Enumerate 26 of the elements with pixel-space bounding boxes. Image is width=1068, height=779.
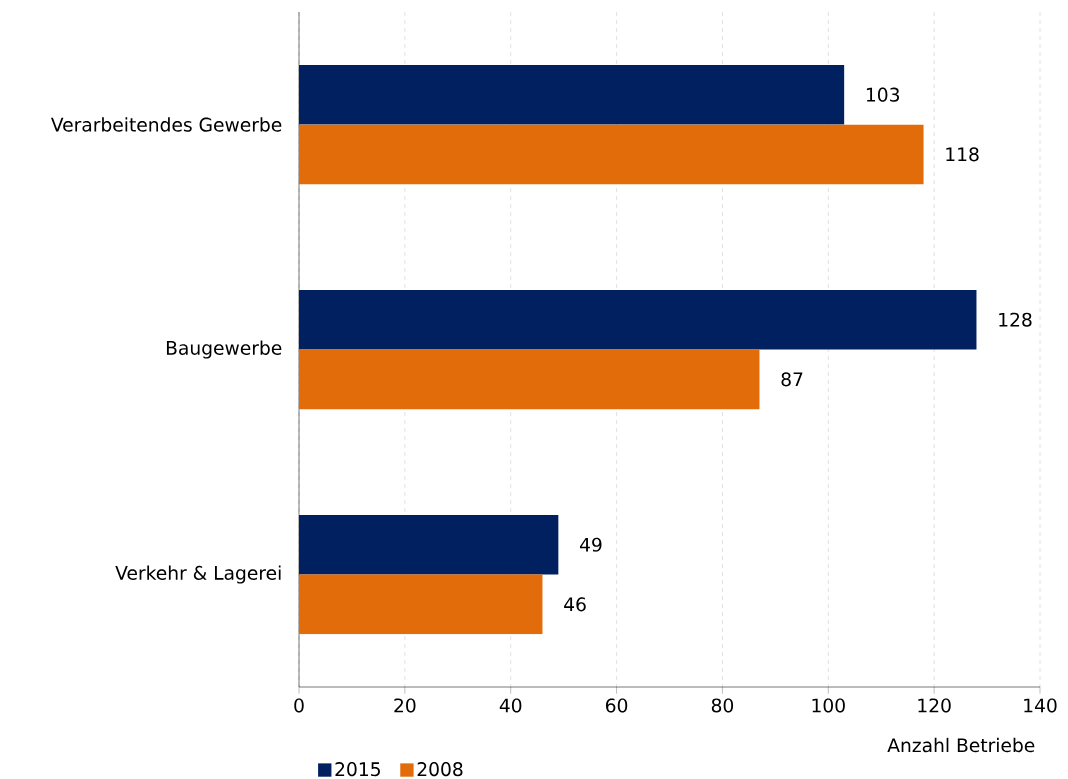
data-label: 46 bbox=[564, 597, 586, 612]
y-tick-label: Verarbeitendes Gewerbe bbox=[50, 117, 282, 132]
x-tick-label: 80 bbox=[711, 698, 734, 713]
data-label: 87 bbox=[781, 372, 803, 387]
x-tick-label: 60 bbox=[605, 698, 628, 713]
x-tick-label: 140 bbox=[1024, 698, 1057, 713]
legend-label: 2015 bbox=[335, 762, 380, 777]
y-tick-label: Baugewerbe bbox=[166, 340, 282, 359]
bar bbox=[299, 349, 760, 410]
x-tick-label: 120 bbox=[918, 698, 951, 713]
legend-label: 2008 bbox=[417, 762, 463, 777]
bar bbox=[299, 514, 559, 575]
x-tick-label: 40 bbox=[499, 698, 522, 713]
bar bbox=[299, 124, 924, 185]
x-tick-label: 100 bbox=[812, 698, 845, 713]
bar bbox=[299, 289, 977, 350]
y-tick-label: Verkehr & Lagerei bbox=[115, 565, 281, 584]
data-label: 49 bbox=[579, 537, 602, 552]
x-tick-label: 0 bbox=[294, 698, 304, 713]
bar bbox=[299, 574, 543, 635]
data-label: 103 bbox=[866, 87, 900, 102]
bar bbox=[299, 64, 845, 125]
x-tick-label: 20 bbox=[394, 698, 416, 713]
data-label: 128 bbox=[999, 312, 1032, 327]
data-label: 118 bbox=[946, 147, 979, 162]
x-axis-title: Anzahl Betriebe bbox=[887, 737, 1035, 753]
